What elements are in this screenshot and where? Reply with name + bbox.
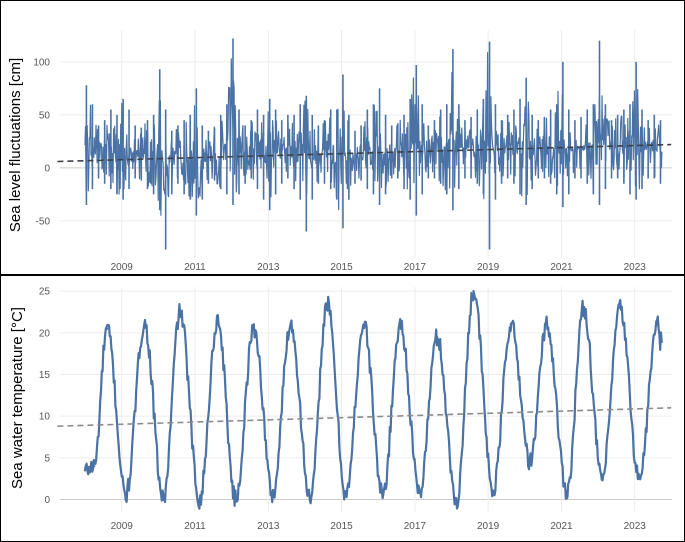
sea-temperature-point	[582, 306, 585, 310]
sea-level-x-tick-label: 2009	[111, 262, 134, 273]
sea-temperature-point	[325, 302, 329, 305]
sea-temperature-x-tick-label: 2011	[184, 521, 206, 532]
sea-temperature-y-tick-label: 0	[44, 495, 50, 506]
sea-level-chart: Sea level fluctuations [cm] -50 0 50 100 200…	[7, 30, 672, 273]
sea-temperature-point	[309, 498, 312, 501]
sea-level-y-tick-label: -50	[36, 216, 51, 227]
sea-temperature-y-tick-label: 20	[39, 328, 51, 339]
sea-temperature-series	[83, 289, 663, 510]
sea-temperature-x-tick-label: 2023	[624, 521, 647, 532]
sea-temperature-point	[344, 494, 348, 497]
sea-temperature-point	[271, 494, 275, 497]
sea-temperature-x-tick-label: 2017	[404, 521, 427, 532]
sea-temperature-y-tick-label: 10	[39, 412, 51, 423]
sea-temperature-point	[565, 489, 569, 493]
sea-level-x-tick-label: 2013	[257, 262, 280, 273]
sea-temperature-point	[124, 494, 127, 497]
sea-temperature-point	[252, 327, 256, 330]
sea-level-x-tick-label: 2011	[184, 262, 206, 273]
sea-temperature-point	[435, 335, 439, 339]
sea-temperature-point	[381, 494, 384, 497]
sea-temperature-point	[529, 460, 532, 464]
sea-temperature-point	[83, 469, 87, 472]
sea-temperature-point	[638, 477, 641, 480]
sea-level-y-tick-label: 0	[44, 163, 50, 174]
sea-temperature-point	[618, 306, 622, 310]
sea-temperature-point	[198, 498, 201, 501]
sea-level-trend-line	[57, 143, 672, 163]
sea-temperature-y-tick-label: 25	[39, 287, 51, 298]
sea-temperature-point	[289, 323, 292, 326]
sea-level-x-tick-label: 2017	[404, 262, 427, 273]
sea-temperature-point	[362, 323, 365, 326]
panel-divider	[0, 274, 685, 276]
sea-temperature-x-tick-label: 2015	[330, 521, 353, 532]
sea-temperature-point	[455, 499, 458, 503]
sea-temperature-point	[216, 319, 219, 322]
sea-level-y-tick-label: 100	[33, 57, 50, 68]
sea-temperature-point	[399, 323, 402, 326]
sea-temperature-point	[472, 289, 475, 293]
sea-level-y-tick-label: 50	[39, 110, 51, 121]
sea-temperature-trend-line	[57, 407, 672, 427]
sea-temperature-point	[105, 327, 109, 330]
sea-temperature-point	[509, 323, 513, 326]
sea-temperature-point	[600, 477, 604, 480]
sea-level-series	[84, 38, 663, 250]
sea-temperature-line	[83, 291, 663, 510]
sea-level-y-axis-label: Sea level fluctuations [cm]	[7, 58, 24, 232]
sea-level-x-tick-label: 2021	[550, 262, 573, 273]
sea-temperature-y-tick-label: 15	[39, 370, 51, 381]
sea-temperature-point	[234, 498, 237, 501]
sea-temperature-x-tick-label: 2019	[477, 521, 500, 532]
sea-temperature-point	[92, 464, 96, 468]
sea-temperature-point	[162, 498, 165, 501]
sea-temperature-point	[178, 310, 182, 314]
sea-temperature-x-tick-label: 2013	[257, 521, 280, 532]
sea-temperature-point	[659, 339, 662, 343]
sea-level-x-tick-label: 2019	[477, 262, 500, 273]
sea-level-line	[84, 52, 663, 216]
sea-temperature-point	[418, 491, 421, 495]
sea-level-x-tick-label: 2015	[330, 262, 353, 273]
sea-temperature-point	[143, 323, 146, 326]
sea-temperature-chart: Sea water temperature [°C] 0 5 10 15 20 25 200…	[9, 287, 672, 532]
sea-temperature-point	[656, 323, 659, 326]
sea-temperature-x-tick-label: 2009	[111, 521, 134, 532]
sea-level-x-tick-label: 2023	[624, 262, 647, 273]
sea-temperature-point	[545, 323, 548, 326]
sea-temperature-y-axis-label: Sea water temperature [°C]	[9, 307, 26, 489]
sea-temperature-point	[491, 489, 495, 493]
sea-temperature-y-tick-label: 5	[44, 453, 50, 464]
sea-temperature-x-tick-label: 2021	[550, 521, 573, 532]
